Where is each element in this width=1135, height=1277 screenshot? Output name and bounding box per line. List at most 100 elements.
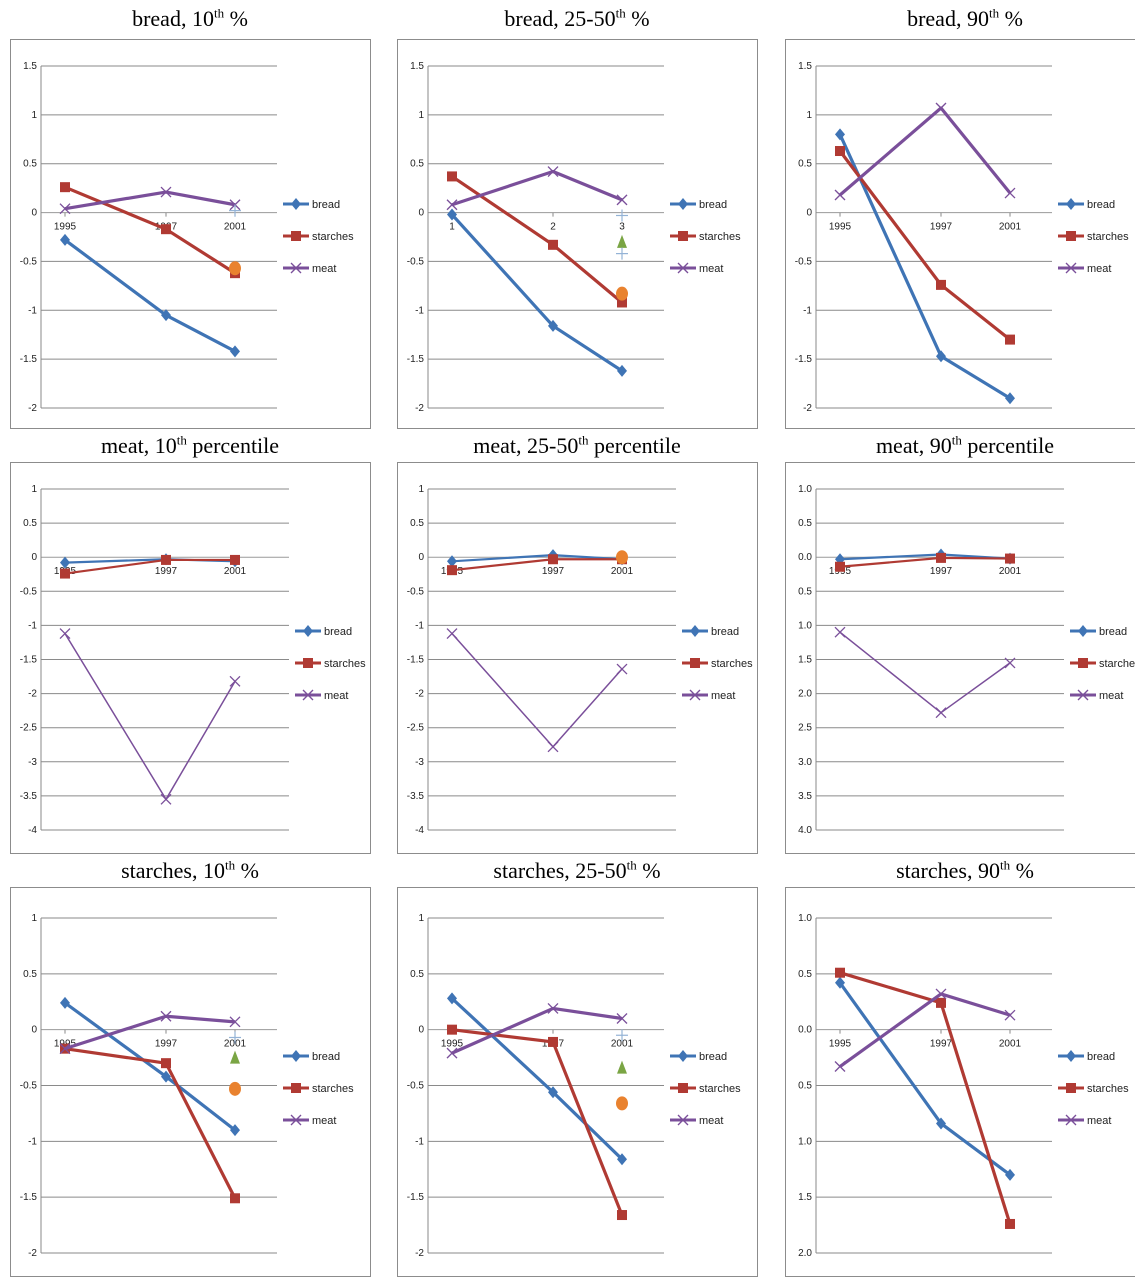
chart-6-xtick-label: 1997 (930, 566, 953, 577)
chart-3-line-starches (838, 150, 1011, 341)
chart-5-title-text: meat, 25-50 (473, 433, 579, 458)
chart-7-legend-marker-meat (290, 1114, 302, 1126)
chart-5-frame: 10.50-0.5-1-1.5-2-2.5-3-3.5-419951997200… (397, 462, 758, 854)
chart-9-point-meat (1004, 1009, 1016, 1021)
chart-7-xtick-label: 2001 (224, 1039, 247, 1050)
chart-9-xtick-label: 1997 (930, 1039, 953, 1050)
chart-2-point-meat (446, 199, 458, 211)
chart-4-point-meat (160, 793, 172, 805)
chart-6-legend-label-bread: bread (1099, 626, 1127, 638)
chart-7-ytick-label: -1.5 (20, 1192, 38, 1203)
chart-6-ytick-label: 3.0 (798, 757, 812, 768)
chart-5-point-meat-stroke-b (446, 628, 458, 640)
chart-9-point-meat (834, 1061, 846, 1072)
chart-3-legend-label-bread: bread (1087, 199, 1115, 211)
chart-9-point-meat-stroke-b (1004, 1009, 1016, 1021)
chart-8-title-sup: th (626, 857, 637, 873)
chart-8-point-bread (447, 992, 457, 1005)
chart-5-point-meat (446, 628, 458, 640)
chart-9-ytick-label: 0.5 (798, 1081, 812, 1092)
chart-8-ytick-label: -1.5 (407, 1192, 425, 1203)
chart-5-plot: 10.50-0.5-1-1.5-2-2.5-3-3.5-419951997200… (407, 484, 753, 836)
chart-5-legend-label-starches: starches (711, 658, 753, 670)
chart-3-ytick-label: -1.5 (795, 354, 813, 365)
chart-2-point-meat (547, 166, 559, 177)
chart-9-point-starches (936, 997, 946, 1008)
chart-4-ytick-label: 0 (31, 552, 37, 563)
chart-8-legend-label-meat: meat (699, 1115, 723, 1127)
chart-3-legend-marker-bread (1066, 198, 1076, 210)
chart-6-title-text: meat, 90 (875, 433, 952, 458)
chart-1-ytick-label: -2 (28, 403, 37, 414)
chart-4-ytick-label: 1 (31, 484, 37, 495)
chart-6-title-sup: th (951, 432, 962, 448)
chart-9-xtick-label: 2001 (999, 1039, 1022, 1050)
chart-4-ytick-label: -1 (28, 620, 37, 631)
chart-7-point-starches (230, 1193, 240, 1204)
chart-4-legend-label-meat: meat (324, 690, 348, 702)
chart-9-point-bread (936, 1117, 946, 1130)
chart-9-legend-marker-meat (1065, 1114, 1077, 1126)
chart-2-title-suffix: % (625, 6, 650, 31)
chart-5-legend-marker-starches (690, 658, 700, 668)
chart-5-ytick-label: -2.5 (407, 723, 425, 734)
chart-3-xtick-label: 2001 (999, 222, 1022, 233)
chart-2-xtick-label: 3 (619, 222, 625, 233)
chart-3-point-starches (1005, 334, 1015, 345)
chart-8-point-meat (446, 1047, 458, 1059)
chart-8-legend-marker-bread (678, 1050, 688, 1062)
chart-2-xtick-label: 1 (449, 222, 455, 233)
chart-2-ytick-label: -0.5 (407, 256, 425, 267)
chart-6-ytick-label: 1.5 (798, 655, 812, 666)
chart-6-legend-label-starches: starches (1099, 658, 1135, 670)
chart-7-point-starches (161, 1058, 171, 1069)
chart-5-legend-marker-meat (689, 689, 701, 701)
chart-8-extra-circle (616, 1096, 628, 1111)
chart-8-legend-marker-starches (678, 1083, 688, 1093)
chart-8-line-starches (451, 1028, 624, 1216)
chart-9-legend-marker-starches (1066, 1083, 1076, 1093)
chart-8-legend-label-starches: starches (699, 1083, 741, 1095)
chart-9-title: starches, 90th % (780, 858, 1135, 884)
chart-4-point-meat (59, 628, 71, 640)
chart-2-ytick-label: 1 (418, 110, 424, 121)
chart-1-point-bread (230, 345, 240, 358)
chart-2-point-starches (548, 239, 558, 250)
chart-7-extra-cross (229, 1031, 241, 1044)
chart-6-ytick-label: 2.5 (798, 723, 812, 734)
chart-3-legend-marker-starches (1066, 231, 1076, 241)
chart-3-point-meat (935, 102, 947, 114)
chart-3-ytick-label: 1 (806, 110, 812, 121)
chart-1-ytick-label: 0 (31, 208, 37, 219)
chart-7-point-meat-stroke-b (59, 1043, 71, 1055)
chart-7-frame: 10.50-0.5-1-1.5-2199519972001breadstarch… (10, 887, 371, 1277)
chart-1-legend-label-meat: meat (312, 263, 336, 275)
chart-9-line-meat (839, 992, 1011, 1068)
chart-4-point-starches (161, 554, 171, 565)
chart-5-line-meat (451, 633, 623, 748)
chart-5-xtick-label: 2001 (611, 566, 634, 577)
chart-4-plot: 10.50-0.5-1-1.5-2-2.5-3-3.5-419951997200… (20, 484, 366, 836)
chart-7-point-bread (161, 1070, 171, 1083)
chart-3-title: bread, 90th % (780, 6, 1135, 32)
chart-7-extra-circle (229, 1081, 241, 1096)
chart-1-point-meat-stroke-b (59, 203, 71, 215)
chart-2-extra-triangle (617, 234, 627, 248)
chart-4-ytick-label: -2 (28, 689, 37, 700)
chart-7-point-meat (229, 1016, 241, 1028)
chart-9-point-bread (1005, 1168, 1015, 1181)
chart-2-point-meat-stroke-b (616, 194, 628, 206)
chart-5-ytick-label: 1 (418, 484, 424, 495)
chart-1-ytick-label: -1.5 (20, 354, 38, 365)
chart-2-ytick-label: -1.5 (407, 354, 425, 365)
chart-7-line-starches (64, 1047, 237, 1200)
chart-7-ytick-label: 1 (31, 913, 37, 924)
chart-1-ytick-label: -1 (28, 305, 37, 316)
chart-9-ytick-label: 1.0 (798, 1136, 812, 1147)
chart-9-ytick-label: 0.5 (798, 969, 812, 980)
chart-3-ytick-label: 0.5 (798, 159, 812, 170)
chart-1-ytick-label: 0.5 (23, 159, 37, 170)
chart-5-ytick-label: -1.5 (407, 655, 425, 666)
chart-2-plot: 1.5 1 0.5 0 -0.5 -1 -1.5 -2 1 2 3 bread starches meat (407, 61, 741, 414)
chart-1-ytick-label: 1.5 (23, 61, 37, 72)
